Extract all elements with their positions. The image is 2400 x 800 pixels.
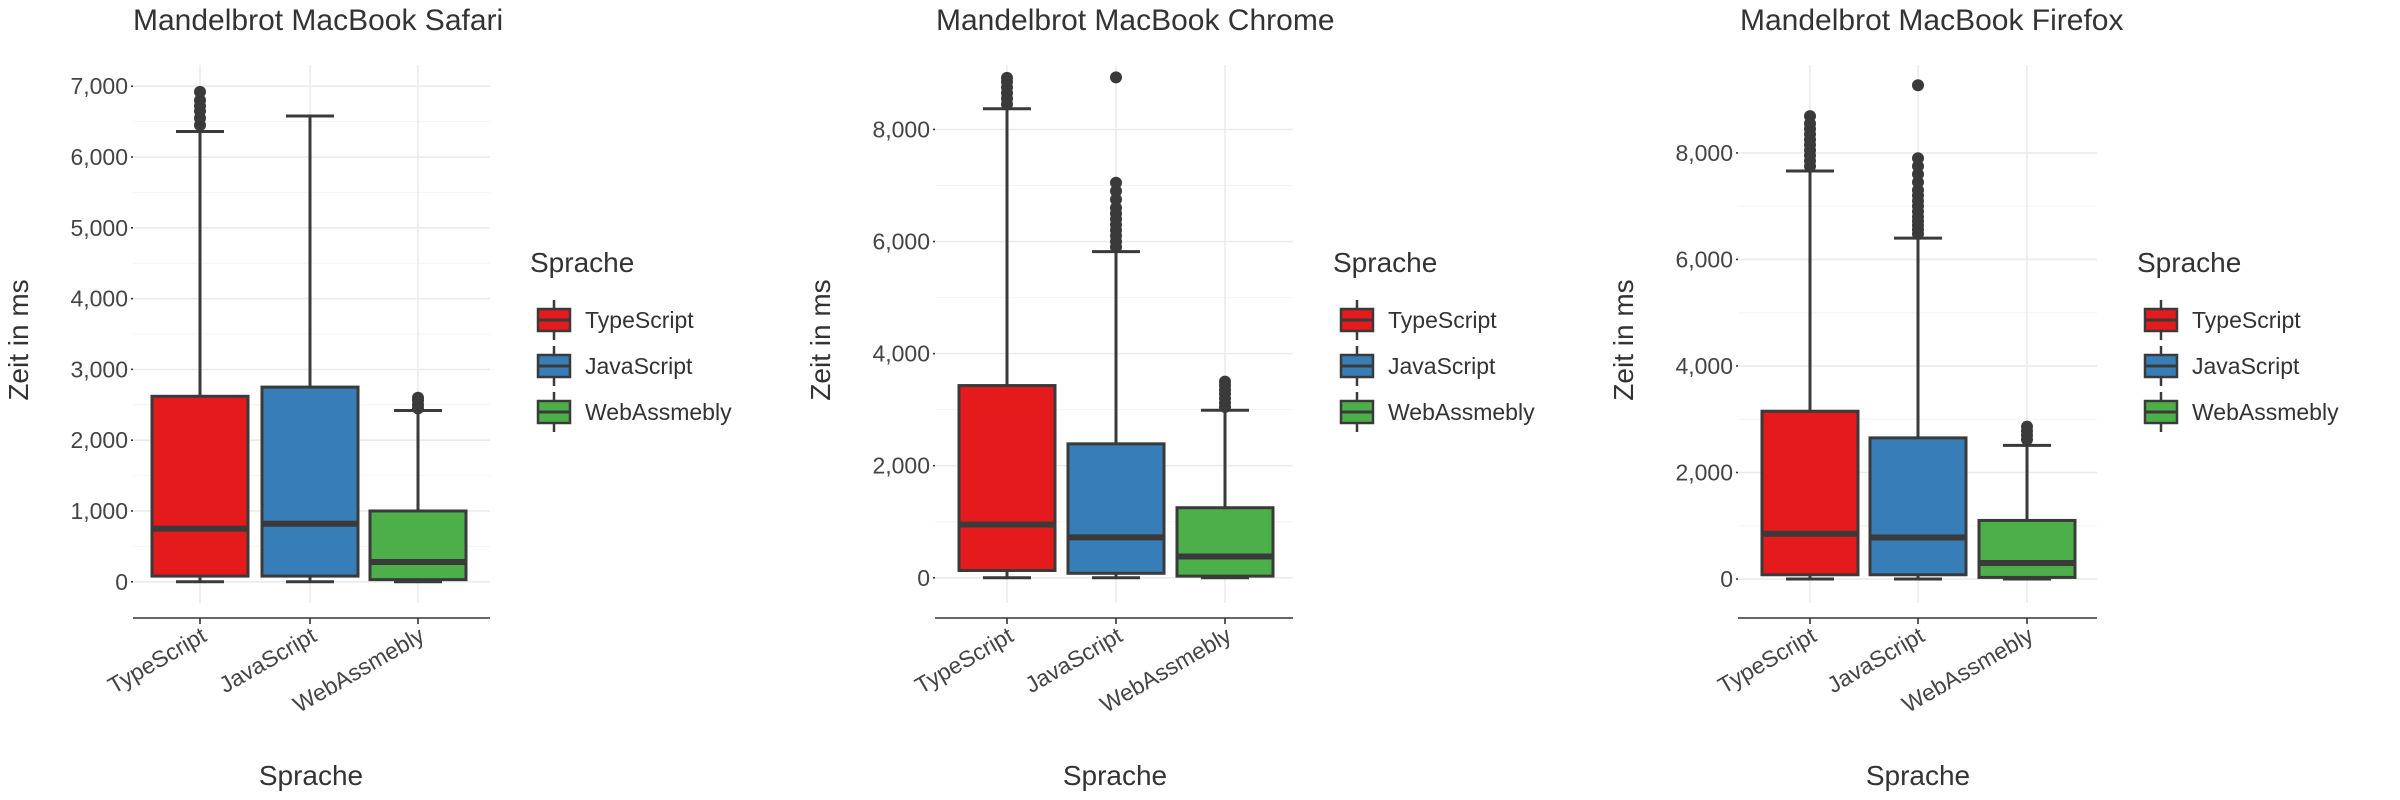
outlier-point [1219, 375, 1231, 388]
outlier-point [1110, 176, 1122, 189]
outlier-point [1912, 152, 1924, 165]
legend-item: TypeScript [1339, 300, 1497, 340]
outlier-point [1912, 79, 1924, 92]
y-tick-label: 0 [115, 569, 128, 595]
legend-label: TypeScript [1388, 307, 1497, 333]
legend-item: WebAssmebly [1339, 392, 1535, 432]
y-tick-label: 4,000 [872, 341, 930, 367]
x-tick-label: TypeScript [910, 622, 1018, 699]
x-axis-title: Sprache [1866, 760, 1970, 791]
y-tick-label: 4,000 [1675, 353, 1733, 379]
boxplot-typescript [1760, 110, 1860, 581]
legend-item: TypeScript [536, 300, 694, 340]
chart-title: Mandelbrot MacBook Chrome [936, 4, 1335, 37]
outlier-point [412, 391, 424, 404]
y-tick-label: 4,000 [70, 286, 128, 312]
legend-title: Sprache [2137, 247, 2241, 278]
y-tick-label: 7,000 [70, 73, 128, 99]
legend-item: WebAssmebly [536, 392, 732, 432]
legend-label: JavaScript [585, 353, 693, 379]
legend-label: JavaScript [1388, 353, 1496, 379]
y-tick-label: 5,000 [70, 215, 128, 241]
legend-item: JavaScript [536, 346, 693, 386]
boxplot-webassmebly [1977, 420, 2077, 581]
x-axis-title: Sprache [259, 760, 363, 791]
legend: Sprache TypeScript JavaScript WebAssmebly [530, 247, 732, 432]
legend-label: TypeScript [585, 307, 694, 333]
y-tick-label: 8,000 [1675, 140, 1733, 166]
y-tick-label: 6,000 [1675, 246, 1733, 272]
legend-label: WebAssmebly [1388, 399, 1535, 425]
box-body [1760, 409, 1860, 577]
y-tick-label: 0 [1720, 566, 1733, 592]
y-axis-title: Zeit in ms [3, 279, 34, 400]
box-body [1066, 442, 1166, 575]
boxplot-webassmebly [1175, 375, 1275, 580]
legend-title: Sprache [1333, 247, 1437, 278]
y-tick-label: 6,000 [70, 144, 128, 170]
chart-panel-1: 0 1,000 2,000 3,000 4,000 5,000 6,000 7,000 Type… [3, 4, 732, 791]
box-body [1977, 518, 2077, 579]
boxplot-typescript [150, 85, 250, 584]
outlier-point [1110, 71, 1122, 84]
legend-label: JavaScript [2192, 353, 2300, 379]
legend-item: TypeScript [2143, 300, 2301, 340]
outlier-point [2021, 420, 2033, 433]
y-tick-label: 8,000 [872, 116, 930, 142]
chart-panel-3: 0 2,000 4,000 6,000 8,000 TypeScript JavaScrip… [1608, 4, 2339, 791]
boxplot-javascript [260, 114, 360, 584]
y-axis-title: Zeit in ms [1608, 279, 1639, 400]
outlier-point [194, 85, 206, 98]
x-axis-title: Sprache [1063, 760, 1167, 791]
boxplot-typescript [957, 71, 1057, 580]
legend: Sprache TypeScript JavaScript WebAssmebly [2137, 247, 2339, 432]
outlier-point [1110, 185, 1122, 198]
y-tick-label: 6,000 [872, 229, 930, 255]
legend-item: WebAssmebly [2143, 392, 2339, 432]
y-tick-label: 2,000 [1675, 459, 1733, 485]
outlier-point [1001, 71, 1013, 84]
x-tick-label: TypeScript [1713, 622, 1821, 699]
box-body [150, 394, 250, 578]
boxplot-webassmebly [368, 391, 468, 584]
boxplot-javascript [1868, 79, 1968, 581]
legend-item: JavaScript [2143, 346, 2300, 386]
outlier-point [1110, 193, 1122, 206]
y-tick-label: 3,000 [70, 356, 128, 382]
legend-item: JavaScript [1339, 346, 1496, 386]
y-tick-label: 2,000 [70, 427, 128, 453]
legend-label: WebAssmebly [2192, 399, 2339, 425]
box-body [368, 509, 468, 582]
outlier-point [194, 94, 206, 107]
box-body [957, 384, 1057, 572]
y-tick-label: 2,000 [872, 453, 930, 479]
chart-panel-2: 0 2,000 4,000 6,000 8,000 TypeScript JavaScrip… [805, 4, 1535, 791]
outlier-point [1804, 110, 1816, 123]
chart-title: Mandelbrot MacBook Firefox [1740, 4, 2124, 37]
legend-label: TypeScript [2192, 307, 2301, 333]
y-axis-title: Zeit in ms [805, 279, 836, 400]
legend: Sprache TypeScript JavaScript WebAssmebly [1333, 247, 1535, 432]
chart-title: Mandelbrot MacBook Safari [133, 4, 503, 37]
outlier-point [1110, 201, 1122, 214]
legend-title: Sprache [530, 247, 634, 278]
y-tick-label: 0 [917, 565, 930, 591]
y-tick-label: 1,000 [70, 498, 128, 524]
box-body [260, 385, 360, 578]
box-body [1868, 436, 1968, 577]
boxplot-javascript [1066, 71, 1166, 580]
legend-label: WebAssmebly [585, 399, 732, 425]
box-body [1175, 506, 1275, 578]
x-tick-label: TypeScript [103, 622, 211, 699]
